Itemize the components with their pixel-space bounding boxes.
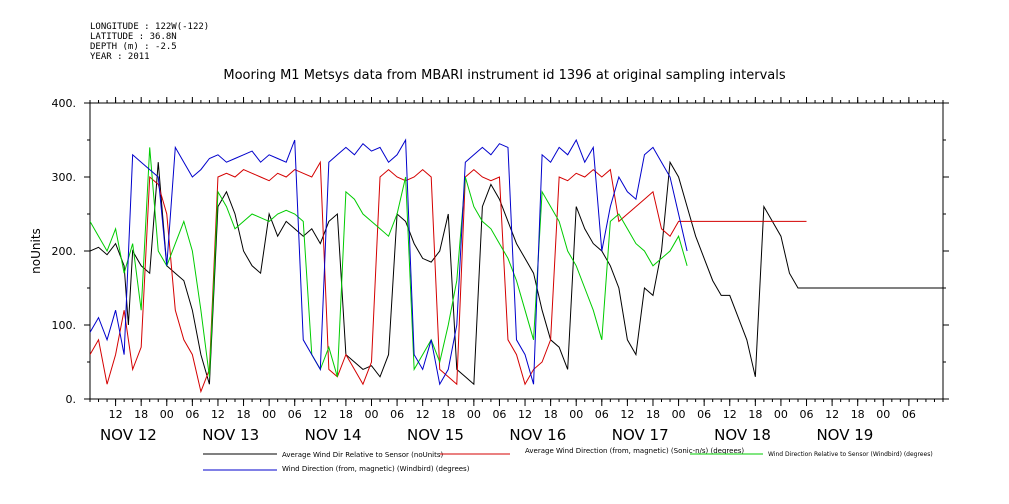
legend-entry: Average Wind Dir Relative to Sensor (noU… bbox=[282, 451, 443, 459]
day-label: NOV 12 bbox=[100, 426, 157, 444]
depth-label: DEPTH (m) : -2.5 bbox=[90, 42, 177, 52]
x-tick-label: 00 bbox=[774, 408, 788, 421]
day-label: NOV 19 bbox=[816, 426, 873, 444]
x-tick-label: 12 bbox=[313, 408, 327, 421]
series-group-2 bbox=[90, 147, 688, 377]
longitude-label: LONGITUDE : 122W(-122) bbox=[90, 22, 210, 32]
day-label: NOV 15 bbox=[407, 426, 464, 444]
x-tick-label: 06 bbox=[492, 408, 506, 421]
day-label: NOV 18 bbox=[714, 426, 771, 444]
series-line-2 bbox=[90, 147, 688, 377]
series-group-1 bbox=[90, 160, 807, 394]
x-tick-label: 18 bbox=[646, 408, 660, 421]
x-tick-label: 06 bbox=[288, 408, 302, 421]
x-tick-label: 18 bbox=[134, 408, 148, 421]
series-line-3 bbox=[90, 138, 688, 386]
x-tick-label: 00 bbox=[569, 408, 583, 421]
year-label: YEAR : 2011 bbox=[90, 52, 150, 62]
legend-entry: Wind Direction (from, magnetic) (Windbir… bbox=[282, 465, 470, 473]
x-tick-label: 18 bbox=[851, 408, 865, 421]
legend-entry: Wind Direction Relative to Sensor (Windb… bbox=[768, 451, 933, 458]
x-tick-label: 06 bbox=[185, 408, 199, 421]
y-axis-label: noUnits bbox=[29, 228, 43, 274]
x-tick-label: 12 bbox=[825, 408, 839, 421]
y-tick-label: 100. bbox=[52, 319, 77, 332]
x-tick-label: 00 bbox=[672, 408, 686, 421]
day-label: NOV 17 bbox=[612, 426, 669, 444]
series-line-1 bbox=[90, 160, 807, 394]
y-tick-label: 300. bbox=[52, 171, 77, 184]
x-tick-label: 12 bbox=[109, 408, 123, 421]
x-tick-label: 12 bbox=[620, 408, 634, 421]
x-tick-label: 00 bbox=[876, 408, 890, 421]
y-tick-label: 0. bbox=[66, 393, 77, 406]
x-tick-label: 18 bbox=[339, 408, 353, 421]
x-tick-label: 18 bbox=[544, 408, 558, 421]
x-tick-label: 00 bbox=[364, 408, 378, 421]
x-tick-label: 06 bbox=[390, 408, 404, 421]
y-tick-label: 400. bbox=[52, 97, 77, 110]
x-tick-label: 12 bbox=[518, 408, 532, 421]
x-tick-label: 12 bbox=[211, 408, 225, 421]
metadata-block: LONGITUDE : 122W(-122) LATITUDE : 36.8N … bbox=[90, 22, 209, 62]
x-tick-label: 00 bbox=[160, 408, 174, 421]
y-tick-label: 200. bbox=[52, 245, 77, 258]
x-tick-label: 06 bbox=[697, 408, 711, 421]
day-label: NOV 14 bbox=[305, 426, 362, 444]
x-tick-label: 06 bbox=[595, 408, 609, 421]
x-tick-label: 06 bbox=[800, 408, 814, 421]
series-group-3 bbox=[90, 138, 688, 386]
legend-entry: Average Wind Direction (from, magnetic) … bbox=[525, 447, 744, 455]
x-tick-label: 00 bbox=[262, 408, 276, 421]
x-tick-label: 18 bbox=[441, 408, 455, 421]
x-tick-label: 12 bbox=[416, 408, 430, 421]
day-label: NOV 16 bbox=[509, 426, 566, 444]
latitude-label: LATITUDE : 36.8N bbox=[90, 32, 177, 42]
x-tick-label: 18 bbox=[748, 408, 762, 421]
chart-title: Mooring M1 Metsys data from MBARI instru… bbox=[223, 68, 786, 83]
x-tick-label: 18 bbox=[237, 408, 251, 421]
x-tick-label: 00 bbox=[467, 408, 481, 421]
x-tick-label: 12 bbox=[723, 408, 737, 421]
day-label: NOV 13 bbox=[202, 426, 259, 444]
x-tick-label: 06 bbox=[902, 408, 916, 421]
